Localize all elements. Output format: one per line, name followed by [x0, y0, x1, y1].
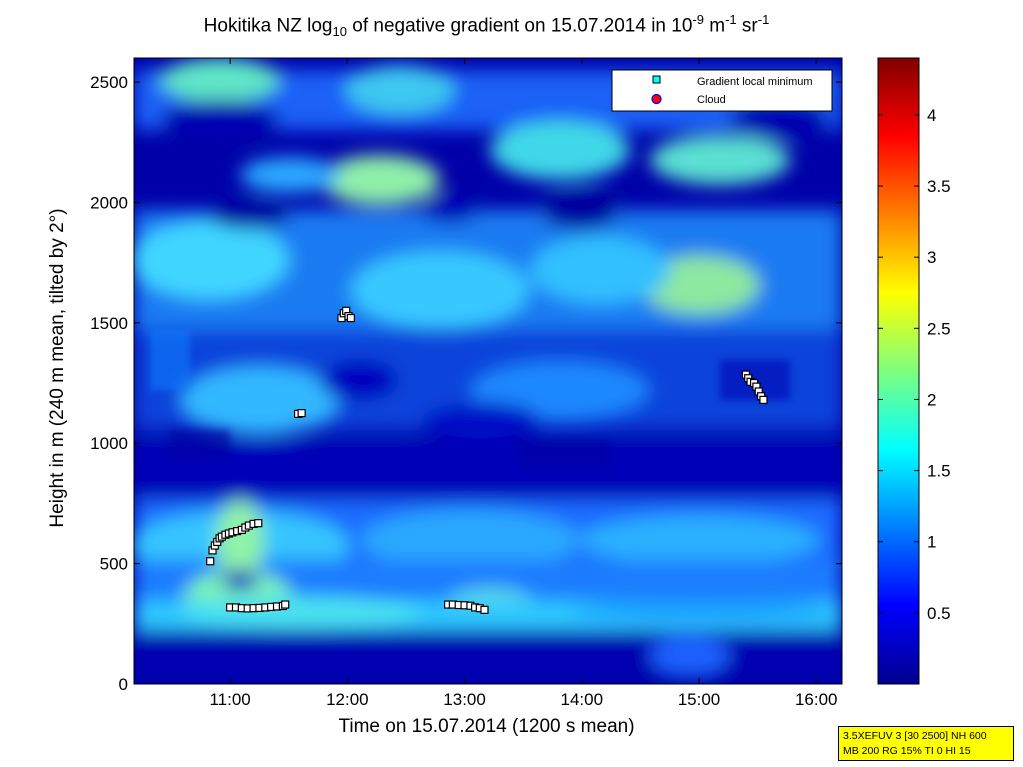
title-part: m: [703, 15, 726, 37]
colorbar-frame: [877, 57, 920, 685]
colorbar-tick-label: 0.5: [927, 604, 951, 623]
legend-marker-circle: [651, 93, 662, 105]
title-superscript: -1: [725, 12, 737, 27]
x-tick-label: 11:00: [209, 690, 250, 709]
legend: Gradient local minimum Cloud: [611, 69, 833, 112]
colorbar-tick-label: 4: [927, 106, 936, 125]
y-tick-label: 2000: [90, 193, 128, 212]
info-line-1: 3.5XEFUV 3 [30 2500] NH 600: [843, 730, 987, 742]
x-tick-label: 15:00: [678, 690, 721, 709]
y-tick-label: 500: [100, 555, 128, 574]
minimum-markers: [206, 306, 768, 614]
y-tick-label: 0: [119, 675, 128, 694]
x-tick-label: 13:00: [443, 690, 486, 709]
title-part: sr: [736, 15, 758, 37]
title-part: Hokitika NZ log: [203, 15, 333, 37]
legend-box: [611, 69, 833, 112]
y-tick-label: 1500: [90, 314, 128, 333]
heatmap-field: [134, 58, 842, 684]
minimum-marker: [281, 600, 290, 609]
colorbar-tick-label: 2: [927, 390, 936, 409]
colorbar-tick-label: 1.5: [927, 462, 951, 481]
x-tick-label: 16:00: [795, 690, 838, 709]
colorbar-ticks: 0.5 1 1.5 2 2.5 3 3.5 4: [878, 106, 951, 623]
title-subscript: 10: [332, 24, 347, 40]
y-axis-label: Height in m (240 m mean, tilted by 2°): [47, 208, 68, 528]
legend-label-cloud: Cloud: [697, 94, 726, 106]
title-part: of negative gradient on 15.07.2014 in 10: [346, 15, 693, 37]
x-tick-label: 14:00: [561, 690, 604, 709]
colorbar-tick-label: 3: [927, 248, 936, 267]
legend-label-minimum: Gradient local minimum: [697, 76, 813, 88]
legend-marker-square: [652, 75, 661, 84]
title-superscript: -9: [692, 12, 704, 27]
colorbar: 0.5 1 1.5 2 2.5 3 3.5 4: [877, 57, 951, 685]
info-line-2: MB 200 RG 15% TI 0 HI 15: [843, 745, 971, 757]
minimum-marker: [759, 395, 768, 404]
title-superscript: -1: [757, 12, 770, 27]
x-axis-label: Time on 15.07.2014 (1200 s mean): [338, 716, 635, 737]
minimum-marker: [254, 519, 263, 528]
minimum-marker: [480, 605, 489, 614]
y-tick-label: 1000: [90, 434, 128, 453]
colorbar-tick-label: 3.5: [927, 177, 951, 196]
chart-title: Hokitika NZ log10 of negative gradient o…: [0, 12, 973, 39]
x-tick-label: 12:00: [326, 690, 369, 709]
minimum-marker: [297, 409, 306, 418]
plot-frame: [133, 57, 843, 685]
minimum-marker: [206, 557, 215, 566]
colorbar-gradient: [878, 58, 919, 684]
y-tick-label: 2500: [90, 73, 128, 92]
axes: 11:00 12:00 13:00 14:00 15:00 16:00 0 500 1000 15…: [90, 58, 842, 709]
colorbar-tick-label: 1: [927, 533, 936, 552]
parameter-info-box: 3.5XEFUV 3 [30 2500] NH 600 MB 200 RG 15…: [838, 726, 1014, 761]
minimum-marker: [346, 313, 355, 323]
colorbar-tick-label: 2.5: [927, 319, 951, 338]
